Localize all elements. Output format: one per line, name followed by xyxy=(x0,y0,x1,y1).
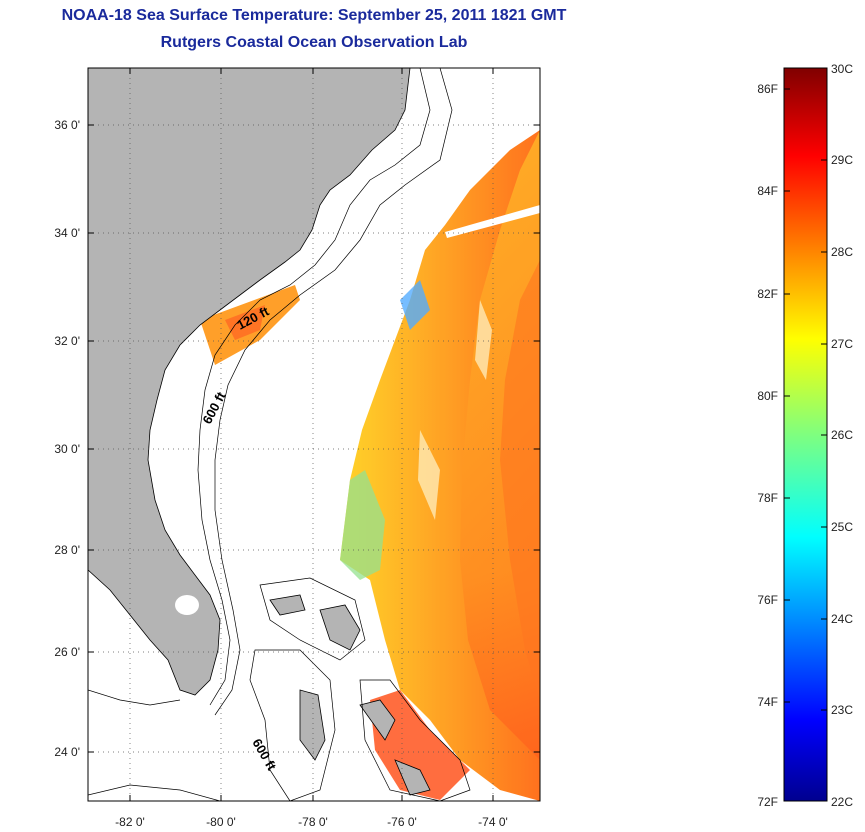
colorbar-f-80: 80F xyxy=(757,389,778,403)
bathymetry-contours xyxy=(88,68,471,801)
lon-tick-80: -80 0' xyxy=(206,815,236,829)
lon-tick-78: -78 0' xyxy=(298,815,328,829)
lat-tick-30: 30 0' xyxy=(54,442,80,456)
colorbar-f-72: 72F xyxy=(757,795,778,809)
lat-tick-28: 28 0' xyxy=(54,543,80,557)
colorbar-c-25: 25C xyxy=(831,520,853,534)
colorbar-f-84: 84F xyxy=(757,184,778,198)
lat-tick-26: 26 0' xyxy=(54,645,80,659)
lat-tick-36: 36 0' xyxy=(54,118,80,132)
axis-ticks xyxy=(88,68,540,801)
colorbar-c-27: 27C xyxy=(831,337,853,351)
lat-tick-32: 32 0' xyxy=(54,334,80,348)
colorbar-c-22: 22C xyxy=(831,795,853,809)
colorbar-f-82: 82F xyxy=(757,287,778,301)
lon-tick-74: -74 0' xyxy=(478,815,508,829)
colorbar-c-24: 24C xyxy=(831,612,853,626)
map-subtitle: Rutgers Coastal Ocean Observation Lab xyxy=(160,34,468,51)
colorbar-c-30: 30C xyxy=(831,62,853,76)
colorbar-c-26: 26C xyxy=(831,428,853,442)
temperature-colorbar xyxy=(783,67,828,802)
map-title: NOAA-18 Sea Surface Temperature: Septemb… xyxy=(61,7,567,24)
lon-tick-76: -76 0' xyxy=(387,815,417,829)
colorbar-c-29: 29C xyxy=(831,153,853,167)
colorbar-f-74: 74F xyxy=(757,695,778,709)
colorbar-f-86: 86F xyxy=(757,82,778,96)
colorbar-ticks xyxy=(784,88,827,711)
sst-data-layer xyxy=(200,130,540,801)
lon-tick-82: -82 0' xyxy=(115,815,145,829)
colorbar-f-78: 78F xyxy=(757,491,778,505)
lat-tick-34: 34 0' xyxy=(54,226,80,240)
us-landmass xyxy=(88,68,411,696)
colorbar-c-28: 28C xyxy=(831,245,853,259)
graticule xyxy=(88,68,540,801)
lat-tick-24: 24 0' xyxy=(54,745,80,759)
colorbar-c-23: 23C xyxy=(831,703,853,717)
bahamas-islands xyxy=(269,594,431,796)
lake-okeechobee xyxy=(175,595,199,615)
colorbar-f-76: 76F xyxy=(757,593,778,607)
